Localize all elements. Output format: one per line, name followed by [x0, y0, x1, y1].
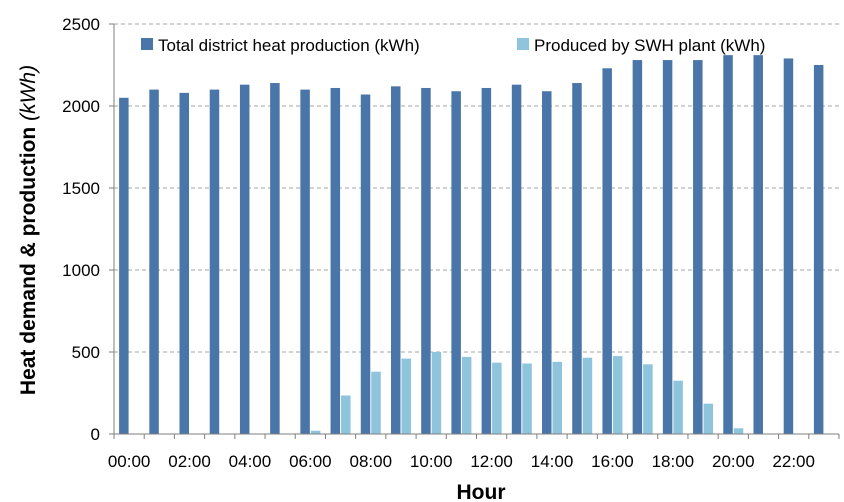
legend: Total district heat production (kWh) Pro…	[141, 36, 765, 55]
x-tick-label-0400: 04:00	[229, 452, 272, 471]
bar-swh-10:00	[431, 352, 442, 434]
bar-swh-20:00	[733, 428, 744, 434]
bar-total-21:00	[753, 55, 763, 434]
bar-total-23:00	[813, 65, 824, 434]
legend-swatch-swh	[517, 38, 529, 50]
bar-total-13:00	[511, 84, 522, 435]
legend-label-swh: Produced by SWH plant (kWh)	[534, 36, 765, 55]
legend-label-total: Total district heat production (kWh)	[158, 36, 420, 55]
bar-total-15:00	[572, 83, 582, 434]
bar-total-19:00	[693, 60, 703, 435]
bar-total-04:00	[239, 84, 250, 435]
bar-total-05:00	[270, 83, 280, 434]
y-tick-label-2500: 2500	[62, 15, 100, 34]
x-tick-label-1800: 18:00	[652, 452, 695, 471]
gridlines	[114, 23, 839, 353]
x-tick-label-2200: 22:00	[772, 452, 815, 471]
y-tick-label-1500: 1500	[62, 179, 100, 198]
x-tick-label-2000: 20:00	[712, 452, 755, 471]
y-axis-title-unit: (kWh)	[17, 65, 40, 121]
bar-total-10:00	[421, 87, 431, 435]
x-axis-title: Hour	[457, 481, 506, 502]
bar-total-08:00	[360, 94, 371, 435]
bar-total-16:00	[602, 68, 612, 434]
x-tick-label-1600: 16:00	[591, 452, 634, 471]
bar-total-22:00	[783, 58, 794, 434]
bar-swh-14:00	[552, 361, 563, 434]
bar-total-02:00	[179, 92, 190, 434]
x-tick-label-0600: 06:00	[289, 452, 332, 471]
bar-total-06:00	[300, 89, 310, 434]
x-tick-label-0000: 00:00	[108, 452, 151, 471]
bar-total-18:00	[662, 60, 673, 435]
bar-total-01:00	[149, 89, 159, 434]
legend-swatch-total	[141, 38, 153, 50]
bar-total-07:00	[330, 87, 341, 435]
bar-total-11:00	[451, 91, 461, 435]
bar-swh-06:00	[310, 430, 321, 434]
bar-swh-16:00	[612, 356, 623, 434]
bar-swh-11:00	[461, 356, 472, 434]
y-tick-label-2000: 2000	[62, 97, 100, 116]
x-tick-label-0800: 08:00	[349, 452, 392, 471]
bar-total-00:00	[119, 97, 129, 435]
bar-swh-17:00	[643, 364, 653, 434]
x-tick-label-1200: 12:00	[470, 452, 513, 471]
bars	[119, 55, 824, 435]
x-tick-label-1000: 10:00	[410, 452, 453, 471]
bar-swh-08:00	[371, 371, 381, 434]
x-tick-labels: 00:00 02:00 04:00 06:00 08:00 10:00 12:00 14:00…	[108, 452, 815, 471]
bar-swh-15:00	[582, 357, 593, 434]
bar-total-17:00	[632, 60, 643, 435]
y-tick-label-0: 0	[91, 425, 100, 444]
axes	[109, 23, 840, 439]
bar-swh-07:00	[341, 395, 351, 434]
bar-total-12:00	[481, 87, 492, 435]
bar-swh-09:00	[401, 358, 411, 434]
y-axis-title: Heat demand & production (kWh)	[17, 65, 40, 395]
bar-swh-18:00	[673, 380, 683, 434]
y-tick-label-500: 500	[72, 343, 100, 362]
bar-swh-19:00	[703, 403, 714, 434]
y-axis-title-main: Heat demand & production	[17, 121, 40, 395]
bar-total-14:00	[542, 91, 552, 435]
x-tick-label-1400: 14:00	[531, 452, 574, 471]
bar-swh-13:00	[522, 363, 532, 434]
bar-swh-12:00	[492, 362, 502, 434]
bar-total-09:00	[390, 86, 401, 434]
y-tick-label-1000: 1000	[62, 261, 100, 280]
bar-total-20:00	[723, 55, 733, 434]
y-tick-labels: 0 500 1000 1500 2000 2500	[62, 15, 100, 444]
x-tick-label-0200: 02:00	[168, 452, 211, 471]
bar-total-03:00	[209, 89, 220, 434]
